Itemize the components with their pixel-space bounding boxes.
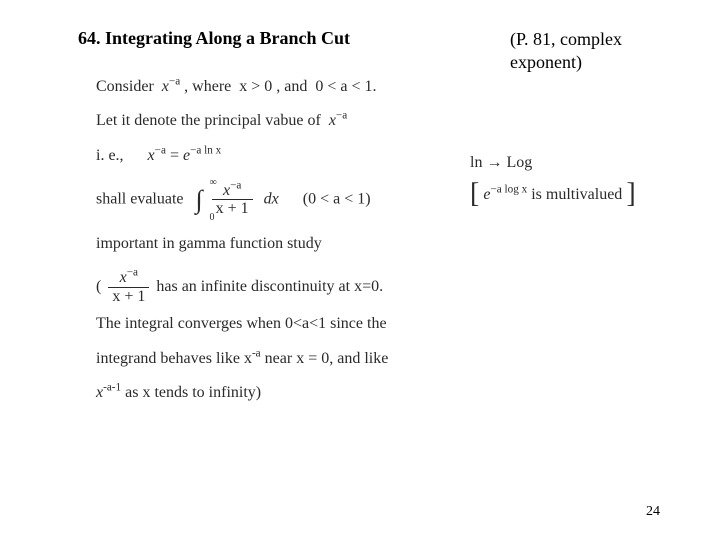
- lhs-sup: −a: [155, 144, 166, 156]
- sup: −a log x: [490, 183, 527, 195]
- cond-a: 0 < a < 1.: [315, 78, 376, 95]
- integrand-fraction: x−a x + 1: [212, 182, 253, 218]
- lhs-base: x: [148, 147, 155, 164]
- num-base: x: [120, 269, 127, 286]
- integral-sign: ∫ ∞ 0: [196, 175, 203, 224]
- int-lower: 0: [210, 208, 215, 227]
- ref-line-2: exponent): [510, 52, 582, 72]
- right-bracket-icon: ]: [626, 183, 635, 205]
- line-discontinuity: ( x−a x + 1 has an infinite discontinuit…: [96, 269, 466, 305]
- text: Consider: [96, 78, 154, 95]
- text: has an infinite discontinuity at x=0.: [156, 278, 383, 295]
- text: shall evaluate: [96, 191, 184, 208]
- text: , where: [184, 78, 231, 95]
- num-sup: −a: [230, 179, 241, 191]
- disc-fraction: x−a x + 1: [108, 269, 149, 305]
- open-paren: (: [96, 278, 101, 295]
- den: x + 1: [212, 200, 253, 218]
- sup: -a: [252, 347, 261, 359]
- int-upper: ∞: [210, 173, 217, 192]
- left-bracket-icon: [: [470, 183, 479, 205]
- line-ie: i. e., x−a = e−a ln x: [96, 141, 466, 171]
- text: as x tends to infinity): [125, 384, 261, 401]
- body-text: Consider x−a , where x > 0 , and 0 < a <…: [96, 72, 466, 412]
- dx: dx: [264, 191, 279, 208]
- slide-page: 64. Integrating Along a Branch Cut (P. 8…: [0, 0, 720, 540]
- reference-note: (P. 81, complex exponent): [510, 28, 622, 73]
- rhs-base: e: [183, 147, 190, 164]
- range: (0 < a < 1): [303, 191, 371, 208]
- exp: −a: [169, 76, 180, 88]
- den: x + 1: [108, 288, 149, 306]
- num-sup: −a: [127, 267, 138, 279]
- line-converge: The integral converges when 0<a<1 since …: [96, 309, 466, 339]
- text: i. e.,: [96, 147, 124, 164]
- line-evaluate: shall evaluate ∫ ∞ 0 x−a x + 1 dx (0 < a…: [96, 175, 466, 224]
- text: Let it denote the principal vabue of: [96, 112, 321, 129]
- text: integrand behaves like x: [96, 350, 252, 367]
- exp: −a: [336, 110, 347, 122]
- cond-x: x > 0: [239, 78, 272, 95]
- side-note: ln → Log [ e−a log x is multivalued ]: [470, 150, 636, 211]
- sup: -a-1: [103, 382, 121, 394]
- rhs-sup: −a ln x: [190, 144, 221, 156]
- text: , and: [276, 78, 307, 95]
- page-title: 64. Integrating Along a Branch Cut: [78, 28, 350, 49]
- page-number: 24: [646, 504, 660, 520]
- equals: =: [170, 147, 183, 164]
- text: near x = 0, and like: [265, 350, 389, 367]
- ref-line-1: (P. 81, complex: [510, 29, 622, 49]
- line-behaves: integrand behaves like x-a near x = 0, a…: [96, 344, 466, 374]
- num-base: x: [223, 182, 230, 199]
- side-multivalued: [ e−a log x is multivalued ]: [470, 182, 636, 208]
- text: is multivalued: [531, 186, 622, 203]
- line-consider: Consider x−a , where x > 0 , and 0 < a <…: [96, 72, 466, 102]
- line-tends: x-a-1 as x tends to infinity): [96, 378, 466, 408]
- line-gamma: important in gamma function study: [96, 229, 466, 259]
- line-principal: Let it denote the principal vabue of x−a: [96, 106, 466, 136]
- side-ln-log: ln → Log: [470, 150, 636, 176]
